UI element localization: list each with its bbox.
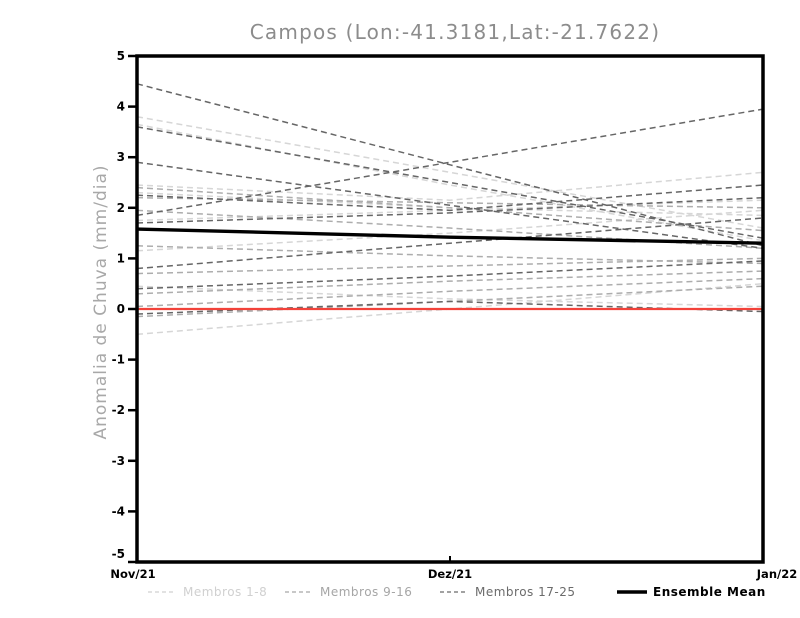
axes-layer: 5 4 3 2 1 0 -1 -2 -3 -4 -5 Nov/21 Dez/21 Jan/22 [110, 49, 797, 581]
member-line-group-1 [136, 115, 764, 229]
x-tick-label: Jan/22 [756, 567, 797, 581]
y-tick-label: 2 [117, 201, 125, 215]
y-tick-label: 5 [117, 49, 125, 63]
member-line-group-3 [136, 196, 764, 224]
member-line-group-2 [136, 186, 764, 232]
member-line-group-3 [136, 184, 764, 212]
x-tick-label: Nov/21 [110, 567, 155, 581]
chart-legend: Membros 1-8 Membros 9-16 Membros 17-25 E… [148, 585, 766, 599]
member-line-group-2 [136, 196, 764, 209]
member-line-group-3 [136, 260, 764, 290]
member-line-group-2 [136, 277, 764, 308]
y-tick-label: -3 [112, 454, 125, 468]
y-tick-label: -4 [112, 504, 125, 518]
member-line-group-3 [136, 83, 764, 247]
member-line-group-1 [136, 285, 764, 308]
member-line-group-1 [136, 123, 764, 242]
y-tick-label: 0 [117, 302, 125, 316]
chart-title: Campos (Lon:-41.3181,Lat:-21.7622) [250, 20, 660, 44]
legend-label-membros-9-16: Membros 9-16 [320, 585, 412, 599]
series-layer [136, 83, 764, 336]
y-tick-label: -5 [112, 547, 125, 561]
member-line-group-1 [136, 171, 764, 201]
y-axis-label: Anomalia de Chuva (mm/dia) [91, 164, 111, 439]
member-line-group-3 [136, 217, 764, 270]
y-tick-label: -2 [112, 403, 125, 417]
y-tick-label: 3 [117, 150, 125, 164]
x-tick-label: Dez/21 [428, 567, 472, 581]
member-line-group-3 [136, 108, 764, 217]
legend-label-ensemble-mean: Ensemble Mean [653, 585, 766, 599]
member-line-group-2 [136, 270, 764, 295]
legend-label-membros-1-8: Membros 1-8 [183, 585, 267, 599]
member-line-group-2 [136, 257, 764, 275]
legend-label-membros-17-25: Membros 17-25 [475, 585, 576, 599]
member-line-group-1 [136, 209, 764, 252]
member-line-group-3 [136, 126, 764, 239]
ensemble-mean-line [136, 227, 764, 245]
y-tick-label: -1 [112, 353, 125, 367]
y-tick-label: 1 [117, 251, 125, 265]
member-line-group-3 [136, 161, 764, 250]
y-tick-label: 4 [117, 100, 125, 114]
